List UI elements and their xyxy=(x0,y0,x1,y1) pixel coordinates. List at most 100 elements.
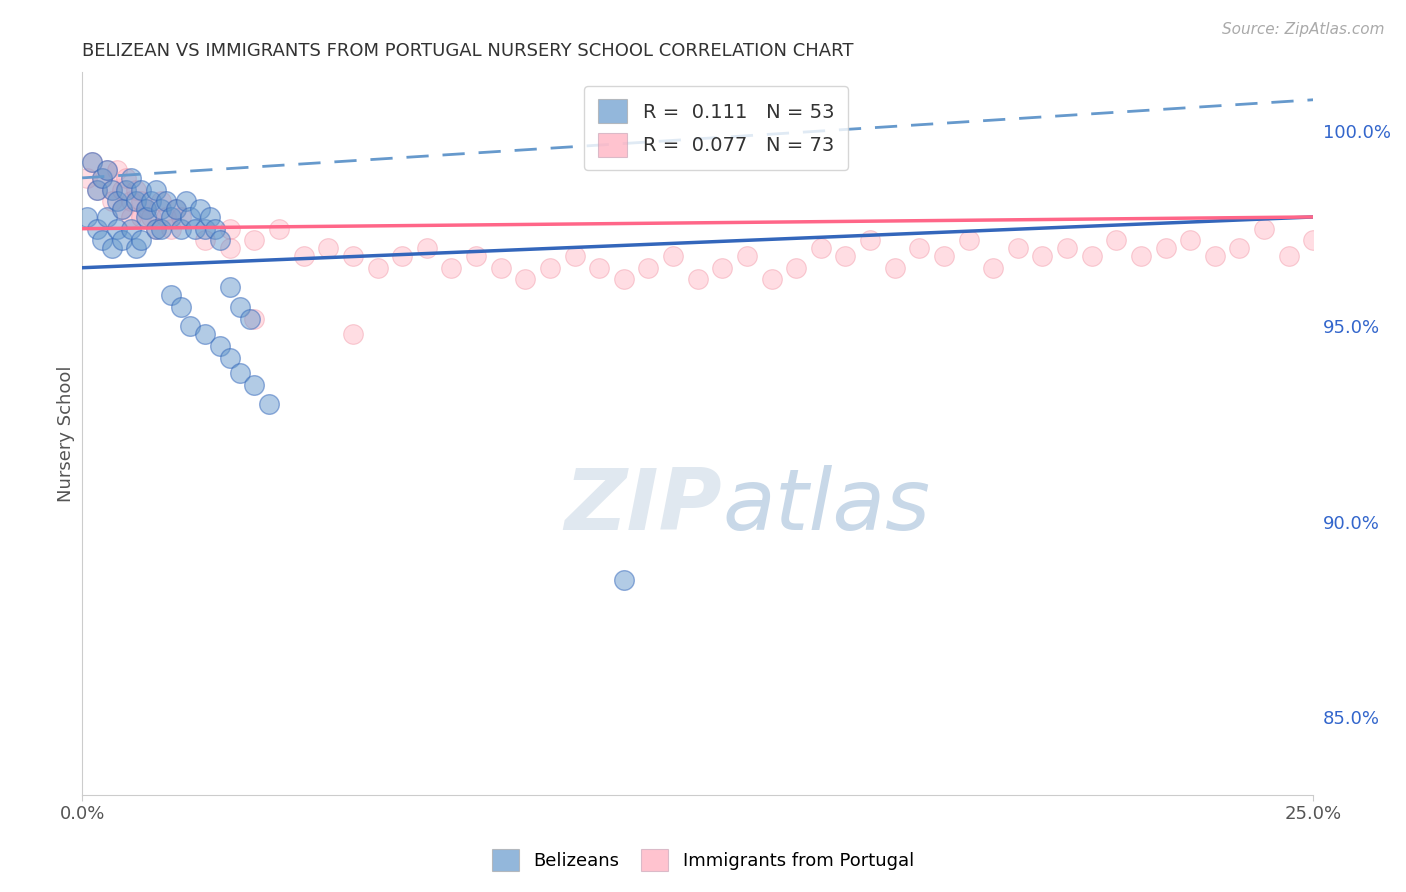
Point xyxy=(1229,241,1251,255)
Point xyxy=(1154,241,1177,255)
Point xyxy=(1056,241,1078,255)
Point xyxy=(120,221,142,235)
Point xyxy=(100,194,122,209)
Point xyxy=(120,170,142,185)
Point xyxy=(105,194,128,209)
Legend: R =  0.111   N = 53, R =  0.077   N = 73: R = 0.111 N = 53, R = 0.077 N = 73 xyxy=(585,86,848,170)
Point xyxy=(169,300,191,314)
Point xyxy=(90,170,112,185)
Point xyxy=(129,210,152,224)
Point xyxy=(465,249,488,263)
Text: atlas: atlas xyxy=(723,465,931,548)
Point xyxy=(761,272,783,286)
Point xyxy=(110,233,132,247)
Point xyxy=(859,233,882,247)
Point xyxy=(105,163,128,178)
Point xyxy=(416,241,439,255)
Point xyxy=(149,221,172,235)
Point xyxy=(686,272,709,286)
Point xyxy=(883,260,905,275)
Point xyxy=(120,210,142,224)
Point xyxy=(139,194,162,209)
Point xyxy=(86,183,108,197)
Point xyxy=(80,155,103,169)
Point xyxy=(105,221,128,235)
Point xyxy=(149,194,172,209)
Point xyxy=(735,249,758,263)
Point xyxy=(110,183,132,197)
Point xyxy=(194,233,217,247)
Point xyxy=(120,194,142,209)
Point xyxy=(1105,233,1128,247)
Point xyxy=(1031,249,1053,263)
Point xyxy=(834,249,856,263)
Text: Source: ZipAtlas.com: Source: ZipAtlas.com xyxy=(1222,22,1385,37)
Point xyxy=(184,221,207,235)
Point xyxy=(139,210,162,224)
Point xyxy=(208,339,231,353)
Point xyxy=(218,351,240,365)
Point xyxy=(228,300,250,314)
Point xyxy=(243,233,266,247)
Point xyxy=(243,311,266,326)
Point xyxy=(100,183,122,197)
Point xyxy=(86,183,108,197)
Point xyxy=(957,233,980,247)
Point xyxy=(100,241,122,255)
Point xyxy=(115,183,138,197)
Y-axis label: Nursery School: Nursery School xyxy=(58,366,75,502)
Point xyxy=(76,170,98,185)
Point xyxy=(100,183,122,197)
Point xyxy=(159,288,181,302)
Point xyxy=(1302,233,1324,247)
Point xyxy=(145,221,167,235)
Point xyxy=(259,397,281,411)
Point xyxy=(129,233,152,247)
Point xyxy=(174,194,197,209)
Point xyxy=(218,241,240,255)
Point xyxy=(169,210,191,224)
Point xyxy=(135,202,157,216)
Point xyxy=(155,194,177,209)
Point xyxy=(908,241,931,255)
Point xyxy=(145,183,167,197)
Point xyxy=(198,210,221,224)
Point xyxy=(342,327,364,342)
Point xyxy=(440,260,463,275)
Point xyxy=(165,202,187,216)
Point xyxy=(292,249,315,263)
Point xyxy=(159,210,181,224)
Point xyxy=(165,202,187,216)
Point xyxy=(179,210,201,224)
Point xyxy=(129,194,152,209)
Point xyxy=(169,221,191,235)
Point xyxy=(149,202,172,216)
Point xyxy=(613,573,636,587)
Legend: Belizeans, Immigrants from Portugal: Belizeans, Immigrants from Portugal xyxy=(485,842,921,879)
Point xyxy=(515,272,537,286)
Point xyxy=(90,233,112,247)
Point xyxy=(115,170,138,185)
Point xyxy=(785,260,807,275)
Point xyxy=(564,249,586,263)
Point xyxy=(588,260,610,275)
Point xyxy=(155,210,177,224)
Point xyxy=(194,221,217,235)
Point xyxy=(269,221,291,235)
Point xyxy=(96,210,118,224)
Point xyxy=(90,170,112,185)
Point xyxy=(932,249,955,263)
Point xyxy=(1278,249,1301,263)
Point xyxy=(637,260,659,275)
Point xyxy=(238,311,260,326)
Point xyxy=(1129,249,1152,263)
Point xyxy=(318,241,340,255)
Point xyxy=(80,155,103,169)
Point xyxy=(981,260,1004,275)
Text: BELIZEAN VS IMMIGRANTS FROM PORTUGAL NURSERY SCHOOL CORRELATION CHART: BELIZEAN VS IMMIGRANTS FROM PORTUGAL NUR… xyxy=(82,42,853,60)
Point xyxy=(129,183,152,197)
Point xyxy=(204,221,226,235)
Point xyxy=(135,210,157,224)
Point xyxy=(1253,221,1275,235)
Point xyxy=(1007,241,1029,255)
